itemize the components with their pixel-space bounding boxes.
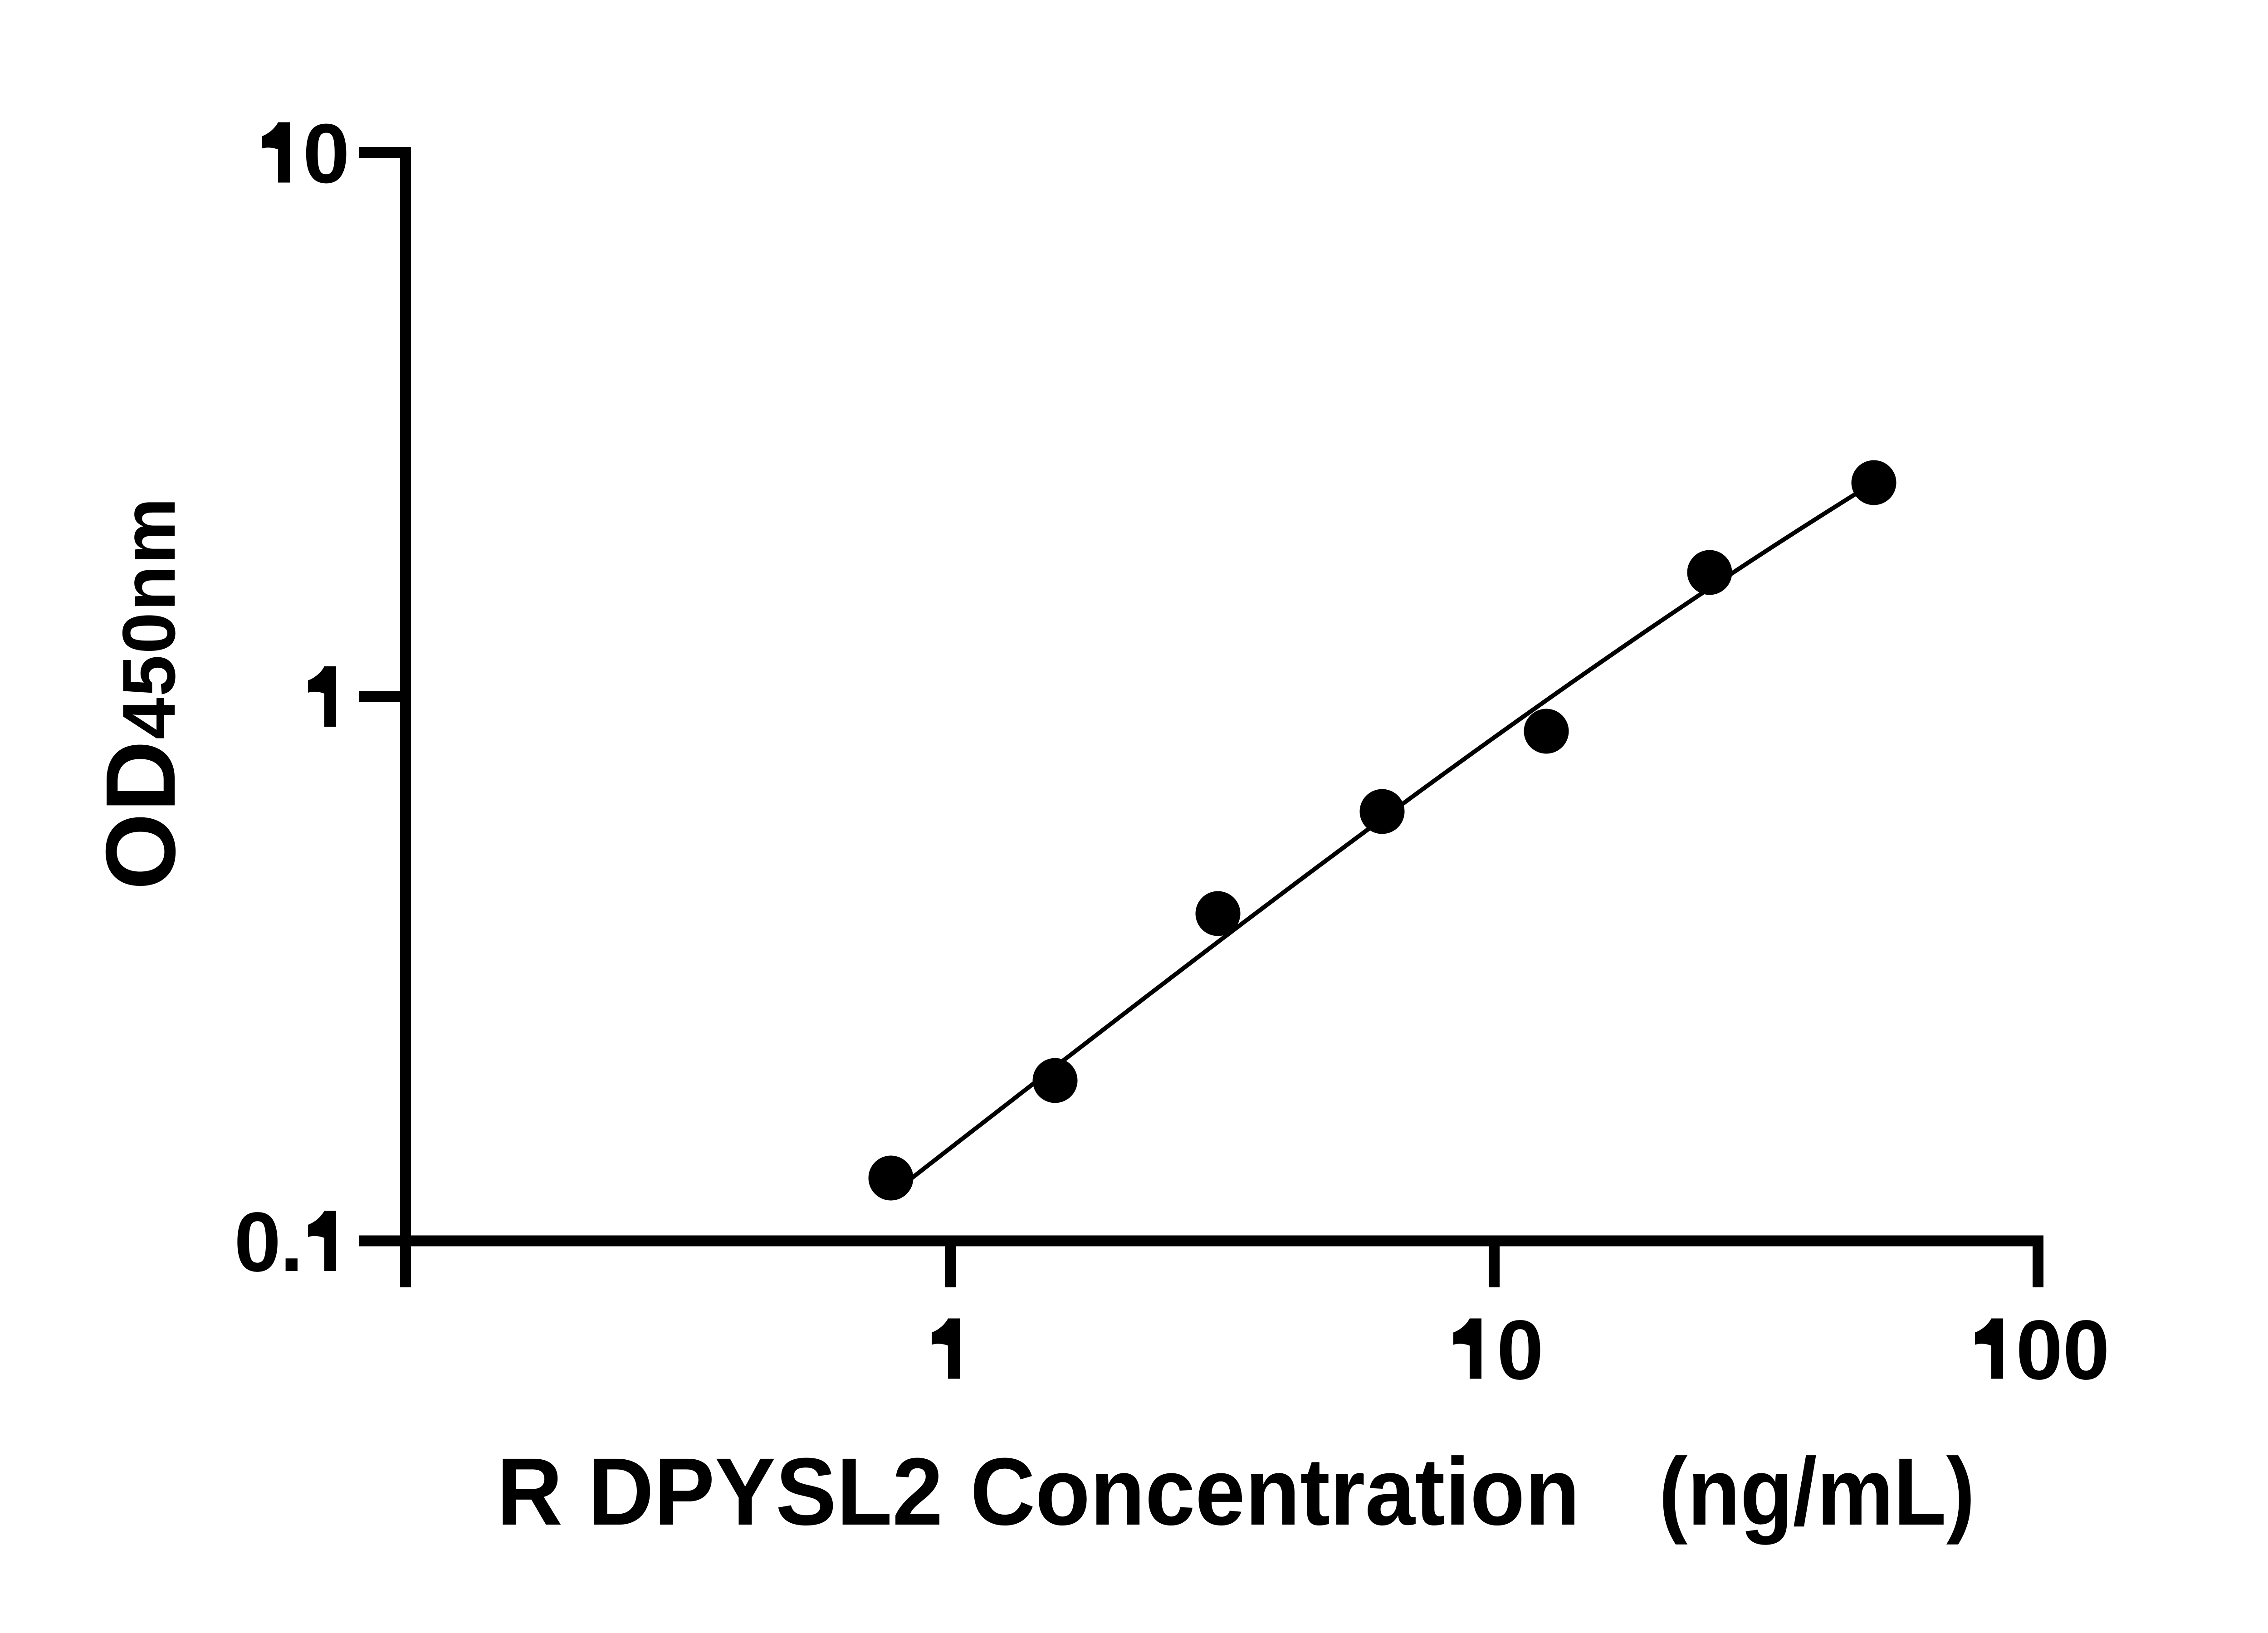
- svg-text:0.: 0.: [234, 1195, 303, 1289]
- svg-text:0: 0: [303, 107, 350, 201]
- svg-text:00: 00: [2016, 1303, 2110, 1397]
- svg-text:(ng/mL): (ng/mL): [1659, 1438, 1975, 1545]
- svg-text:R DPYSL2: R DPYSL2: [497, 1438, 943, 1545]
- svg-text:Concentration: Concentration: [970, 1438, 1580, 1545]
- svg-text:OD450nm: OD450nm: [86, 497, 196, 890]
- svg-text:0: 0: [1497, 1303, 1544, 1397]
